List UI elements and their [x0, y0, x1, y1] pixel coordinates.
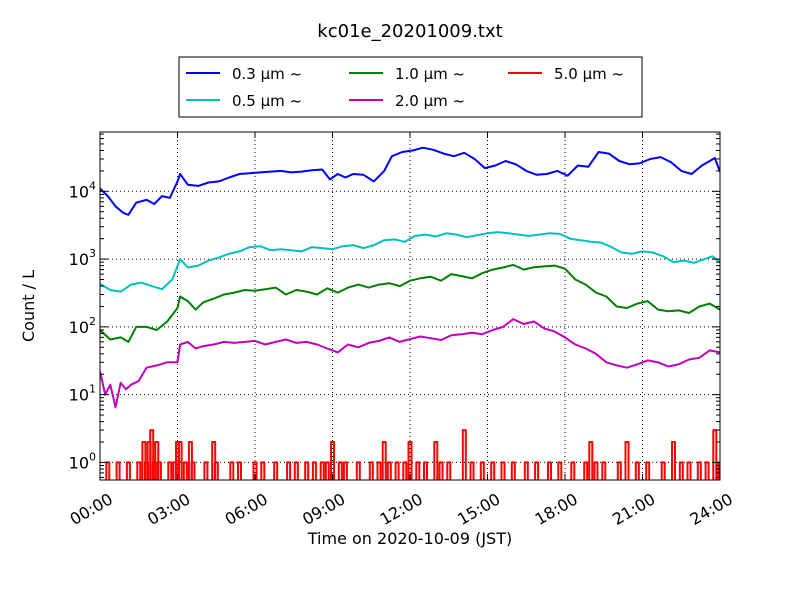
series-lines: [100, 146, 720, 480]
x-tick-label: 12:00: [377, 489, 426, 529]
series-line-0.3: [100, 146, 720, 216]
y-tick-label: 102: [69, 315, 96, 337]
legend-label: 0.5 μm ~: [232, 92, 302, 110]
x-tick-label: 09:00: [299, 489, 348, 529]
y-tick-label: 103: [69, 247, 96, 269]
grid-lines: [100, 132, 720, 480]
legend-label: 5.0 μm ~: [554, 65, 624, 83]
y-tick-labels: 100 101 102 103 104: [69, 179, 96, 472]
x-tick-label: 15:00: [454, 489, 503, 529]
legend-label: 0.3 μm ~: [232, 65, 302, 83]
x-tick-label: 06:00: [222, 489, 271, 529]
legend-frame: [178, 56, 643, 118]
series-line-0.5: [100, 231, 720, 293]
y-tick-label: 101: [69, 383, 96, 405]
x-tick-labels: 00:00 03:00 06:00 09:00 12:00 15:00 18:00 21:00…: [67, 489, 736, 529]
x-axis-label: Time on 2020-10-09 (JST): [307, 529, 512, 548]
y-tick-label: 104: [69, 179, 96, 201]
legend-label: 2.0 μm ~: [395, 92, 465, 110]
x-tick-label: 21:00: [609, 489, 658, 529]
legend: 0.3 μm ~ 0.5 μm ~ 1.0 μm ~ 2.0 μm ~ 5.0 μm ~: [178, 56, 643, 118]
series-line-2.0: [100, 318, 720, 409]
x-tick-label: 03:00: [144, 489, 193, 529]
x-tick-label: 24:00: [687, 489, 736, 529]
series-line-1.0: [100, 263, 720, 343]
y-tick-label: 100: [69, 450, 96, 472]
x-tick-label: 00:00: [67, 489, 116, 529]
x-tick-label: 18:00: [532, 489, 581, 529]
axis-ticks: [99, 132, 721, 480]
chart-title: kc01e_20201009.txt: [317, 21, 502, 42]
legend-label: 1.0 μm ~: [395, 65, 465, 83]
y-axis-label: Count / L: [19, 270, 38, 342]
series-line-5.0: [105, 429, 720, 480]
